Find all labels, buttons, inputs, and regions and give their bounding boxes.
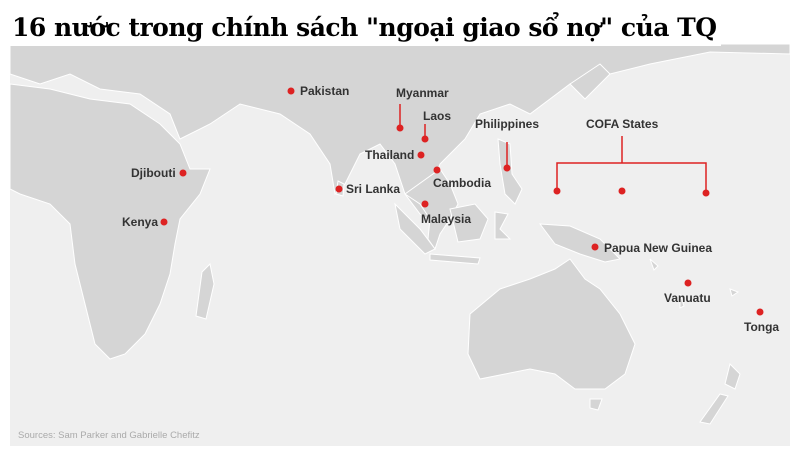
marker-png [591, 243, 599, 251]
land-sulawesi [494, 211, 512, 240]
source-credit: Sources: Sam Parker and Gabrielle Chefit… [18, 430, 200, 441]
marker-kenya [160, 218, 168, 226]
label-myanmar: Myanmar [396, 86, 449, 100]
land-tasmania [589, 398, 603, 411]
land-sumatra [394, 202, 436, 255]
marker-cofa-2 [618, 187, 626, 195]
marker-cofa-1 [553, 187, 561, 195]
land-japan [569, 63, 611, 100]
marker-vanuatu [684, 279, 692, 287]
label-pakistan: Pakistan [300, 84, 350, 98]
page-title: 16 nước trong chính sách "ngoại giao sổ … [8, 10, 721, 46]
land-newguinea [538, 223, 622, 263]
land-newzealand [699, 363, 741, 425]
map-land [10, 44, 790, 425]
land-madagascar [195, 262, 215, 320]
marker-philippines [503, 164, 511, 172]
land-australia [467, 258, 636, 390]
label-djibouti: Djibouti [131, 166, 176, 180]
marker-laos [421, 135, 429, 143]
label-cambodia: Cambodia [433, 176, 492, 190]
label-sri-lanka: Sri Lanka [346, 182, 401, 196]
marker-pakistan [287, 87, 295, 95]
label-philippines: Philippines [475, 117, 540, 131]
marker-srilanka [335, 185, 343, 193]
label-cofa-states: COFA States [586, 117, 659, 131]
marker-tonga [756, 308, 764, 316]
marker-malaysia [421, 200, 429, 208]
label-kenya: Kenya [122, 215, 159, 229]
land-islands [649, 258, 740, 309]
map: Pakistan Myanmar Laos Thailand Cambodia … [10, 44, 790, 446]
marker-thailand [417, 151, 425, 159]
label-tonga: Tonga [744, 320, 780, 334]
marker-lines [399, 104, 707, 192]
markers [160, 87, 764, 316]
marker-cofa-3 [702, 189, 710, 197]
land-eurasia [10, 44, 790, 226]
label-laos: Laos [423, 109, 452, 123]
land-java [429, 253, 481, 265]
land-philippines [497, 138, 523, 205]
land-borneo [449, 203, 489, 243]
label-papua-new-guinea: Papua New Guinea [604, 241, 713, 255]
marker-myanmar [396, 124, 404, 132]
land-indochina [404, 168, 459, 251]
label-malaysia: Malaysia [421, 212, 472, 226]
label-vanuatu: Vanuatu [664, 291, 711, 305]
marker-cambodia [433, 166, 441, 174]
land-africa [10, 83, 211, 360]
marker-djibouti [179, 169, 187, 177]
label-thailand: Thailand [365, 148, 415, 162]
